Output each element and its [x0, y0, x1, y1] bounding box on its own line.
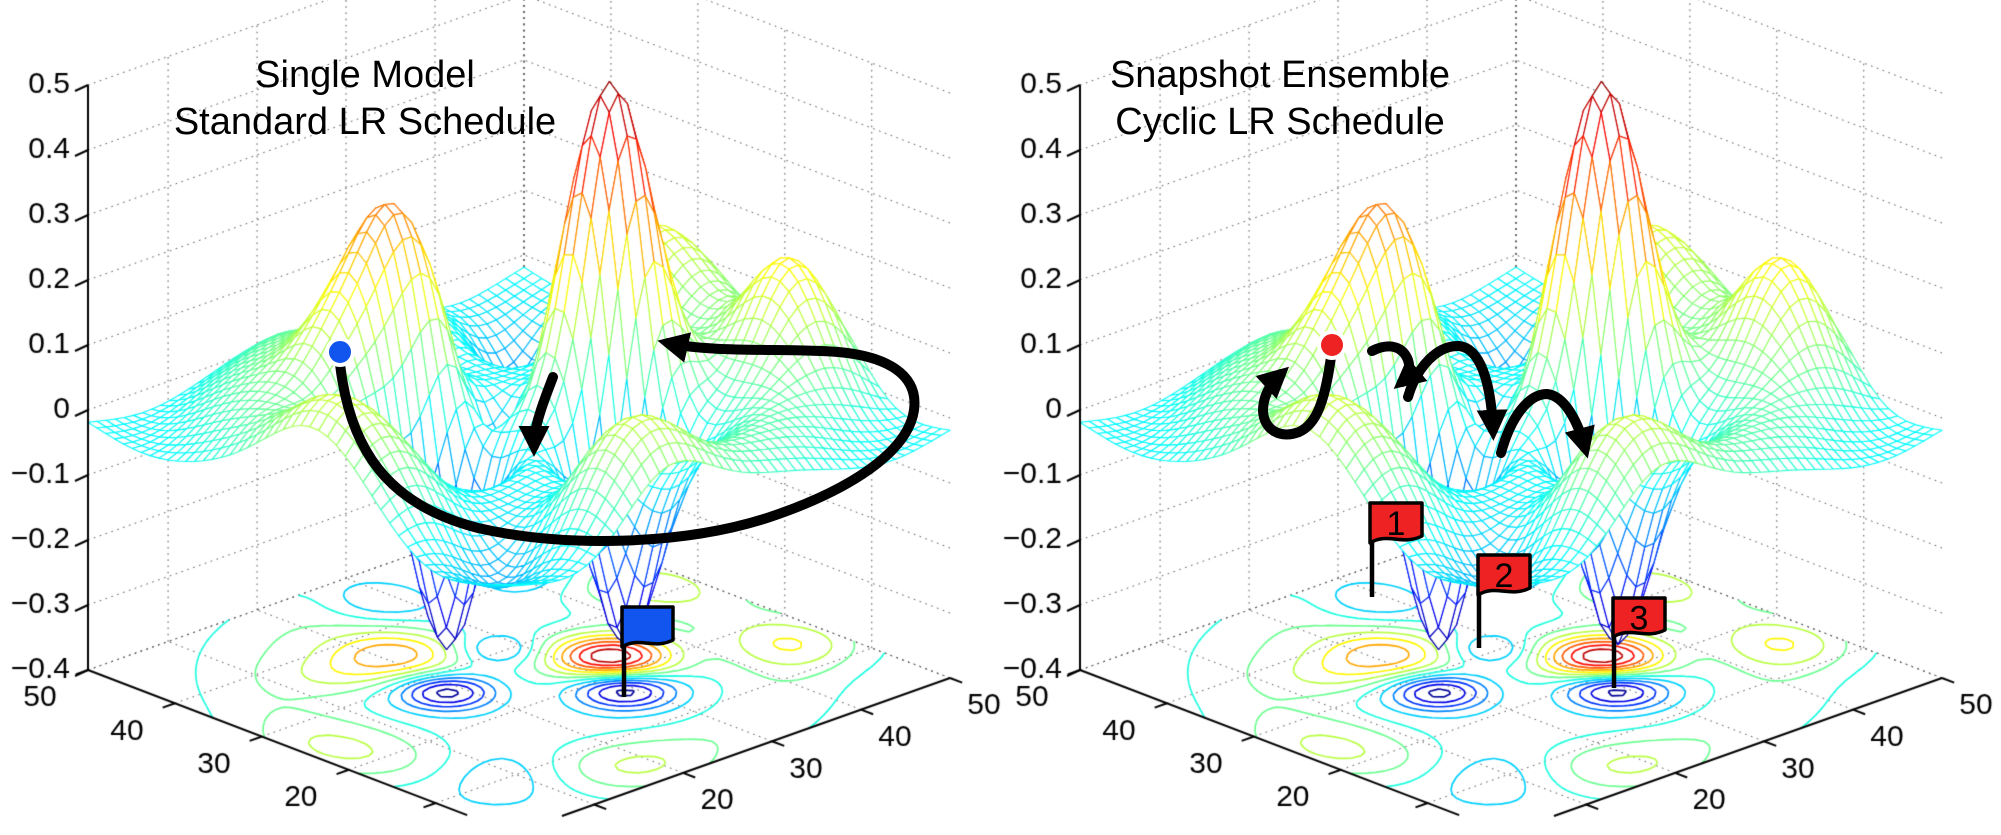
panel-title-left-line2: Standard LR Schedule: [173, 101, 557, 143]
panel-title-right-line2: Cyclic LR Schedule: [1115, 101, 1445, 143]
panel-title-left: Single Model Standard LR Schedule: [65, 52, 665, 146]
panel-title-right-line1: Snapshot Ensemble: [1109, 54, 1451, 96]
panel-title-left-line1: Single Model: [255, 54, 475, 96]
panel-title-right: Snapshot Ensemble Cyclic LR Schedule: [980, 52, 1580, 146]
